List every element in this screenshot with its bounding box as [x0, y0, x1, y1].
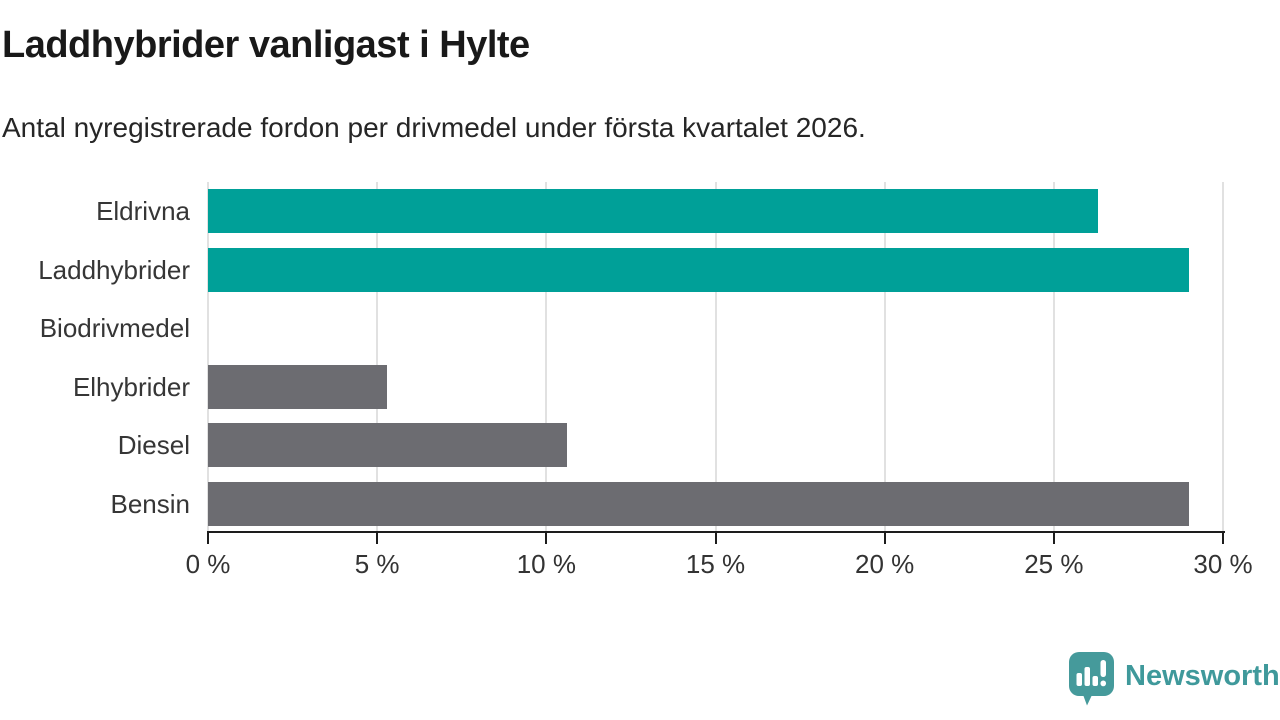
- x-tick-label-20: 20 %: [855, 549, 915, 579]
- x-tick-label-30: 30 %: [1193, 549, 1253, 579]
- chart-subtitle: Antal nyregistrerade fordon per drivmede…: [2, 112, 866, 143]
- category-label-bensin: Bensin: [110, 488, 191, 519]
- bar-eldrivna: [208, 189, 1098, 234]
- x-tick-25: [1052, 533, 1055, 544]
- x-tick-label-15: 15 %: [685, 549, 746, 579]
- x-tick-30: [1222, 533, 1224, 544]
- gridline-15: [714, 182, 717, 533]
- gridline-5: [376, 182, 379, 533]
- newsworthy-logo-text: Newsworthy: [1125, 660, 1280, 692]
- chart-title: Laddhybrider vanligast i Hylte: [2, 24, 530, 66]
- gridline-25: [1052, 182, 1055, 533]
- category-label-elhybrider: Elhybrider: [72, 371, 190, 402]
- x-tick-label-0: 0 %: [185, 549, 231, 579]
- x-tick-label-10: 10 %: [516, 549, 576, 579]
- category-label-eldrivna: Eldrivna: [96, 196, 190, 227]
- newsworthy-logo-icon: [1068, 651, 1115, 712]
- gridline-10: [545, 182, 548, 533]
- x-tick-0: [207, 533, 209, 544]
- x-tick-10: [545, 533, 548, 544]
- x-tick-label-25: 25 %: [1024, 549, 1084, 579]
- bar-elhybrider: [208, 364, 388, 409]
- bar-diesel: [208, 423, 567, 468]
- gridline-30: [1222, 182, 1224, 533]
- gridline-0: [207, 182, 209, 533]
- category-label-biodrivmedel: Biodrivmedel: [39, 313, 190, 344]
- plot-area: [207, 182, 1224, 533]
- newsworthy-logo: Newsworthy: [1068, 651, 1280, 707]
- x-axis-line: [207, 531, 1225, 533]
- x-tick-15: [714, 533, 717, 544]
- category-label-diesel: Diesel: [117, 430, 190, 461]
- bar-bensin: [208, 481, 1190, 526]
- x-tick-label-5: 5 %: [354, 549, 400, 579]
- category-label-laddhybrider: Laddhybrider: [38, 254, 190, 285]
- x-tick-20: [883, 533, 886, 544]
- x-tick-5: [376, 533, 379, 544]
- bar-laddhybrider: [208, 247, 1190, 292]
- gridline-20: [883, 182, 886, 533]
